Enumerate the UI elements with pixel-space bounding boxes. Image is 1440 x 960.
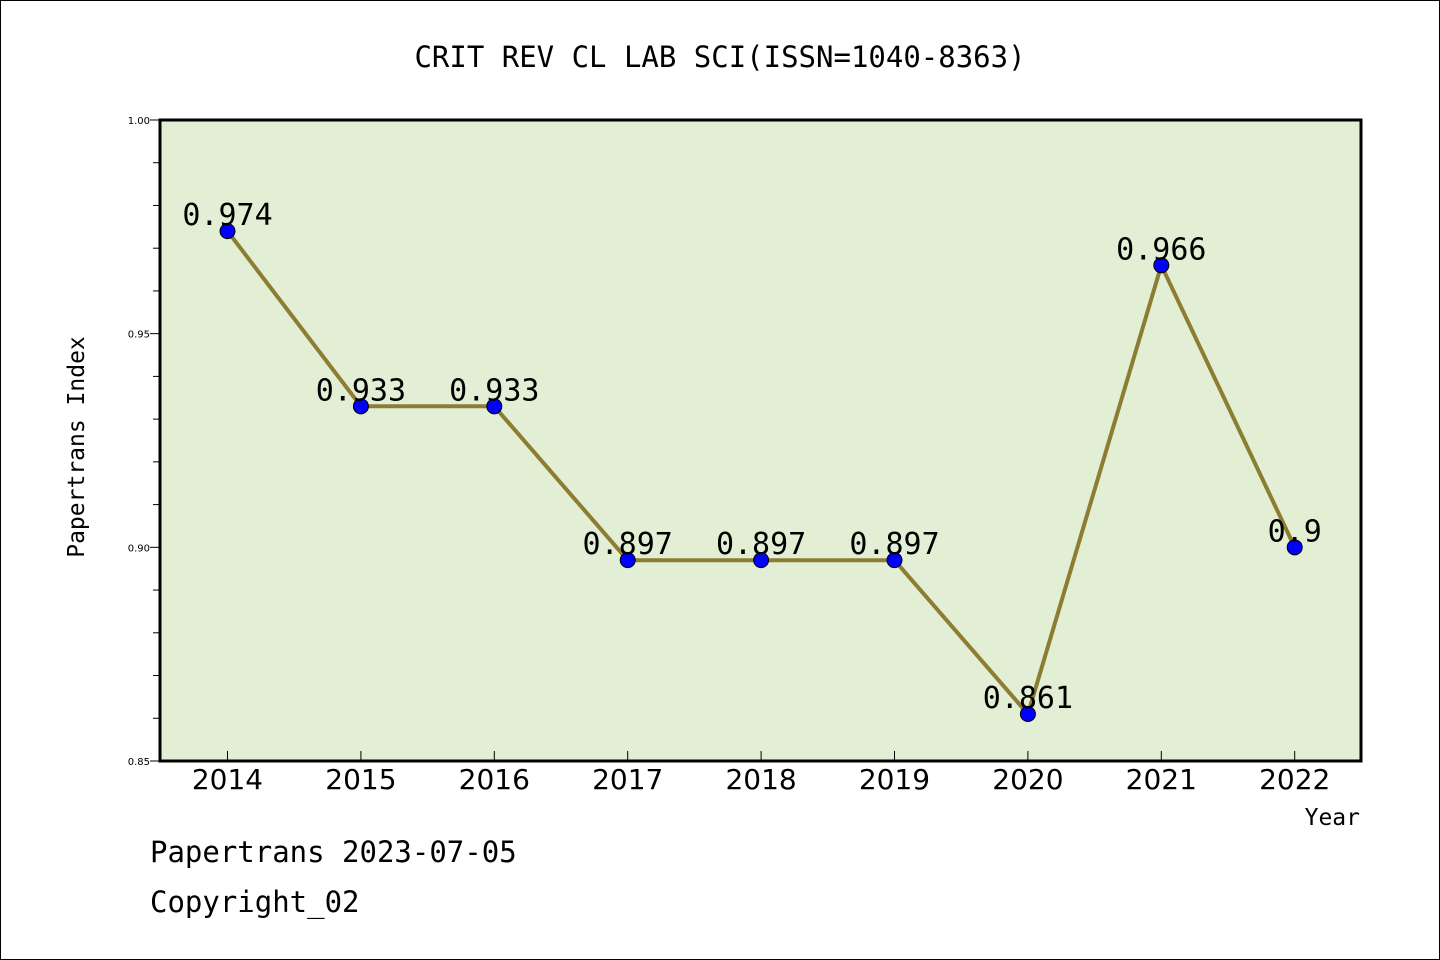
- x-tick-label: 2017: [592, 763, 663, 796]
- data-point: [486, 398, 503, 415]
- x-tick-label: 2019: [859, 763, 930, 796]
- data-label: 0.966: [1116, 232, 1206, 267]
- y-axis: 0.85 0.90 0.95 1.00: [128, 116, 160, 768]
- data-point: [619, 552, 636, 569]
- data-point: [352, 398, 369, 415]
- data-label: 0.933: [449, 373, 539, 408]
- data-point: [1019, 705, 1036, 722]
- x-axis: 2014 2015 2016 2017 2018 2019 2020 2021 2022: [192, 751, 1330, 796]
- x-tick-label: 2022: [1259, 763, 1330, 796]
- data-label: 0.897: [583, 527, 673, 562]
- plot-area: [158, 118, 1363, 763]
- y-axis-label: Papertrans Index: [64, 336, 90, 558]
- x-tick-label: 2020: [992, 763, 1063, 796]
- data-label: 0.897: [849, 527, 939, 562]
- data-point: [886, 552, 903, 569]
- data-label: 0.974: [182, 198, 272, 233]
- footer-date: Papertrans 2023-07-05: [150, 835, 517, 869]
- y-tick-label: 1.00: [128, 116, 150, 127]
- chart-title: CRIT REV CL LAB SCI(ISSN=1040-8363): [414, 40, 1025, 74]
- data-labels: 0.974 0.933 0.933 0.897 0.897 0.897 0.861 0.966…: [182, 198, 1321, 716]
- data-point: [753, 552, 770, 569]
- data-markers: [219, 223, 1303, 722]
- data-label: 0.861: [983, 681, 1073, 716]
- y-tick-label: 0.90: [128, 543, 150, 554]
- x-tick-label: 2018: [725, 763, 796, 796]
- y-tick-label: 0.85: [128, 757, 150, 768]
- data-label: 0.897: [716, 527, 806, 562]
- x-tick-label: 2014: [192, 763, 263, 796]
- x-axis-label: Year: [1305, 805, 1360, 831]
- data-point: [1153, 257, 1170, 274]
- data-point: [219, 223, 236, 240]
- y-tick-label: 0.95: [128, 330, 150, 341]
- x-tick-label: 2015: [325, 763, 396, 796]
- x-tick-label: 2021: [1126, 763, 1197, 796]
- x-tick-label: 2016: [459, 763, 530, 796]
- data-label: 0.9: [1268, 514, 1322, 549]
- data-label: 0.933: [316, 373, 406, 408]
- data-point: [1286, 539, 1303, 556]
- footer-copyright: Copyright_02: [150, 885, 360, 919]
